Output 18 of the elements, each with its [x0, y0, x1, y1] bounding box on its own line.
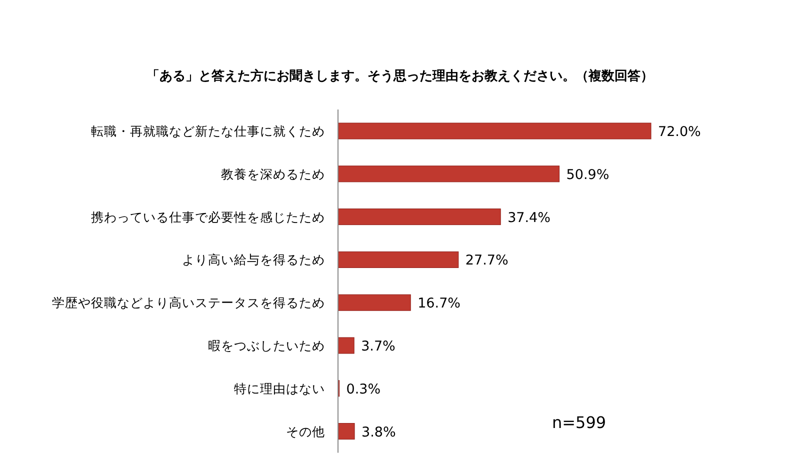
data-label: 3.7%: [361, 338, 396, 354]
y-tick-label: 教養を深めるため: [221, 166, 325, 182]
data-label: 27.7%: [465, 252, 508, 269]
y-tick-label: 特に理由はない: [234, 380, 325, 396]
annotation: n=599: [552, 413, 606, 432]
data-label: 0.3%: [346, 381, 381, 398]
data-label: 37.4%: [508, 210, 551, 226]
y-tick-label: 転職・再就職など新たな仕事に就くため: [91, 124, 325, 138]
y-tick-label: 学歴や役職などより高いステータスを得るため: [52, 295, 325, 310]
data-label: 72.0%: [658, 124, 702, 140]
chart-title: 「ある」と答えた方にお聞きします。そう思った理由をお教えください。（複数回答）: [146, 68, 654, 84]
y-tick-label: 携わっている仕事で必要性を感じたため: [91, 209, 325, 224]
y-tick-label: より高い給与を得るため: [182, 252, 325, 268]
data-label: 16.7%: [418, 296, 461, 312]
data-label: 3.8%: [362, 424, 396, 440]
y-tick-label: その他: [286, 424, 325, 439]
y-tick-label: 暇をつぶしたいため: [208, 338, 325, 353]
data-label: 50.9%: [566, 166, 610, 183]
